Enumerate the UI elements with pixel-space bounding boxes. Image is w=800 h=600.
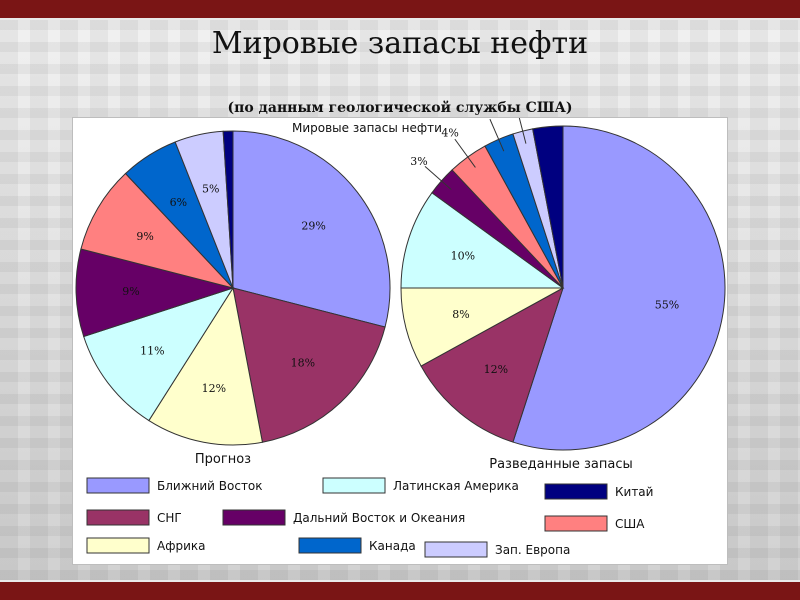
forecast-slice-1 xyxy=(232,287,386,443)
bottom-frame-bar xyxy=(0,582,800,600)
forecast-data-label-4: 9% xyxy=(122,285,139,298)
pie-chart-explored: 55%12%8%10%3%4%3%2% xyxy=(400,118,726,451)
pie-title-explored: Разведанные запасы xyxy=(489,457,632,472)
legend-label-6: Африка xyxy=(157,539,206,553)
forecast-slice-3 xyxy=(83,287,235,422)
legend-swatch-8 xyxy=(424,541,488,558)
explored-leader-6 xyxy=(489,118,505,152)
legend-label-2: Китай xyxy=(615,485,653,499)
forecast-slice-5 xyxy=(80,172,235,289)
legend-label-3: СНГ xyxy=(157,511,182,525)
legend-label-4: Дальний Восток и Океания xyxy=(293,511,465,525)
forecast-slice-2 xyxy=(148,286,264,446)
legend-label-5: США xyxy=(615,517,645,531)
explored-slice-8 xyxy=(532,125,564,289)
chart-legend: Ближний Восток Латинская Америка Китай СНГ Д… xyxy=(86,477,653,558)
forecast-slice-4 xyxy=(75,248,235,338)
explored-data-label-3: 10% xyxy=(451,249,475,262)
pie-charts: Мировые запасы нефти 29% 18% 12% 11% 9% 9% 6% 5… xyxy=(75,118,726,558)
explored-leader-7 xyxy=(518,118,527,144)
explored-slice-0 xyxy=(512,125,726,451)
forecast-data-label-1: 18% xyxy=(291,356,315,369)
chart-header: Мировые запасы нефти xyxy=(292,121,442,135)
legend-label-1: Латинская Америка xyxy=(393,479,519,493)
forecast-data-label-7: 5% xyxy=(202,182,219,195)
forecast-slice-0 xyxy=(232,130,391,328)
forecast-slice-8 xyxy=(222,130,234,289)
explored-data-label-1: 12% xyxy=(484,363,508,376)
explored-leader-4 xyxy=(424,165,452,190)
legend-swatch-1 xyxy=(322,477,386,494)
pie-chart-forecast: 29% 18% 12% 11% 9% 9% 6% 5% xyxy=(75,130,391,446)
forecast-data-label-3: 11% xyxy=(140,345,164,358)
legend-swatch-6 xyxy=(86,537,150,554)
top-frame-bar xyxy=(0,0,800,18)
forecast-data-label-2: 12% xyxy=(202,382,226,395)
explored-data-label-4: 3% xyxy=(410,155,427,168)
explored-slice-1 xyxy=(420,286,564,443)
legend-swatch-0 xyxy=(86,477,150,494)
legend-label-8: Зап. Европа xyxy=(495,543,570,557)
legend-swatch-2 xyxy=(544,483,608,500)
explored-slice-3 xyxy=(400,192,565,289)
legend-label-7: Канада xyxy=(369,539,416,553)
legend-swatch-4 xyxy=(222,509,286,526)
explored-data-label-0: 55% xyxy=(655,298,679,311)
forecast-data-label-5: 9% xyxy=(136,230,153,243)
legend-swatch-7 xyxy=(298,537,362,554)
forecast-data-label-0: 29% xyxy=(301,219,325,232)
explored-data-label-5: 4% xyxy=(441,127,458,140)
explored-leader-5 xyxy=(454,138,476,168)
chart-panel: Мировые запасы нефти 29% 18% 12% 11% 9% 9% 6% 5… xyxy=(72,117,728,565)
explored-data-label-2: 8% xyxy=(452,308,469,321)
explored-data-label-6: 3% xyxy=(478,118,495,119)
slide-title: Мировые запасы нефти xyxy=(211,26,589,61)
legend-swatch-5 xyxy=(544,515,608,532)
slide-subtitle: (по данным геологической службы США) xyxy=(227,100,573,116)
legend-label-0: Ближний Восток xyxy=(157,479,263,493)
pie-title-forecast: Прогноз xyxy=(195,452,251,467)
forecast-data-label-6: 6% xyxy=(170,196,187,209)
legend-swatch-3 xyxy=(86,509,150,526)
